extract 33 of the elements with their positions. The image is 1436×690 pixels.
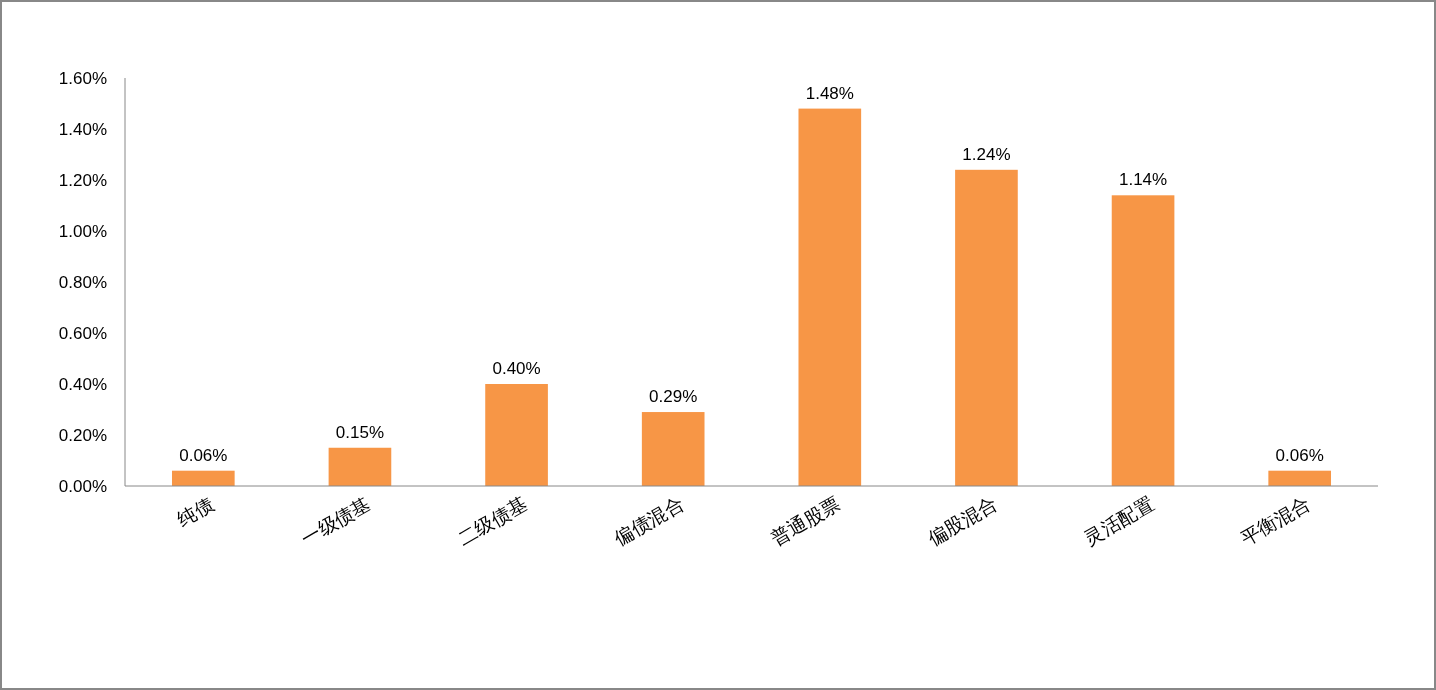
x-tick-label: 二级债基 — [454, 493, 531, 550]
data-label: 1.24% — [962, 144, 1011, 164]
x-tick-label: 偏股混合 — [924, 493, 1001, 550]
bar — [798, 108, 862, 486]
x-tick-label: 纯债 — [173, 493, 218, 531]
y-tick-label: 1.20% — [58, 171, 107, 190]
data-label: 0.40% — [492, 359, 541, 378]
y-tick-label: 0.20% — [58, 426, 107, 445]
x-tick-label: 一级债基 — [297, 493, 374, 550]
data-label: 0.06% — [1275, 445, 1324, 465]
x-tick-label: 灵活配置 — [1080, 493, 1158, 550]
bar — [485, 384, 548, 486]
bar — [641, 412, 705, 486]
data-label: 0.06% — [179, 445, 228, 465]
data-label: 1.48% — [805, 83, 854, 103]
data-label: 0.29% — [649, 387, 698, 407]
bar — [1111, 195, 1175, 486]
bar — [328, 447, 392, 486]
y-tick-label: 1.60% — [58, 69, 107, 88]
y-tick-label: 1.40% — [58, 120, 107, 139]
y-tick-label: 0.60% — [58, 324, 107, 343]
bar — [1268, 470, 1332, 486]
y-tick-label: 0.80% — [58, 273, 107, 292]
y-tick-label: 1.00% — [58, 222, 107, 241]
x-tick-label: 普通股票 — [767, 493, 844, 550]
data-label: 1.14% — [1118, 170, 1168, 190]
bar — [171, 470, 235, 486]
bar — [955, 169, 1018, 486]
data-label: 0.15% — [335, 422, 385, 442]
y-tick-label: 0.00% — [58, 477, 107, 496]
y-tick-label: 0.40% — [58, 375, 107, 394]
x-tick-label: 平衡混合 — [1237, 493, 1314, 550]
x-tick-label: 偏债混合 — [610, 493, 688, 550]
